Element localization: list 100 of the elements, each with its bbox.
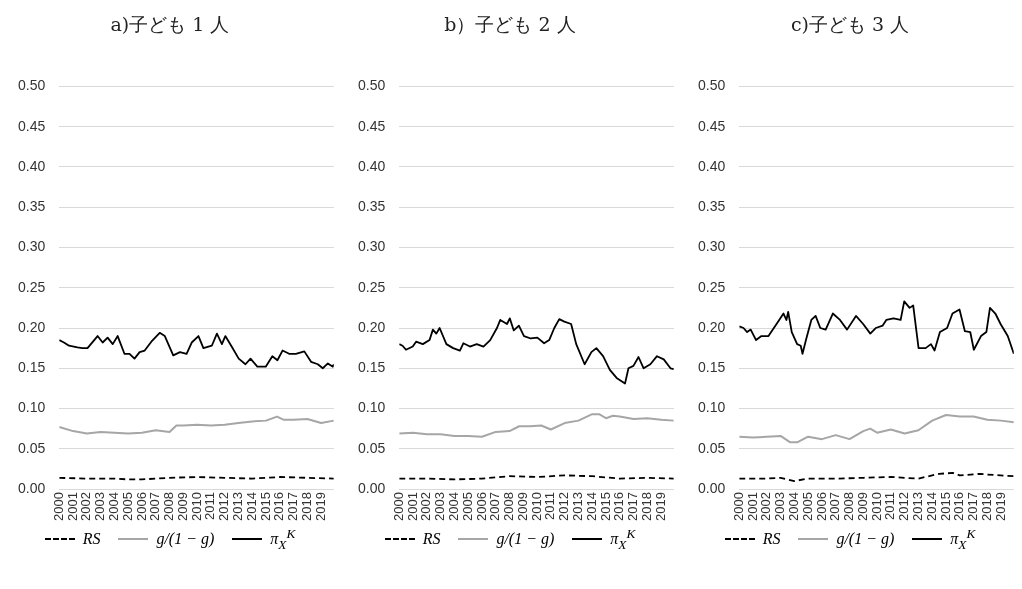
y-tick-label: 0.25 xyxy=(358,278,386,295)
x-tick-label: 2017 xyxy=(625,492,641,521)
y-tick-label: 0.20 xyxy=(698,318,726,335)
x-tick-label: 2012 xyxy=(896,492,912,521)
legend-label: g/(1 − g) xyxy=(496,530,555,549)
y-tick-label: 0.05 xyxy=(18,439,46,456)
x-tick-label: 2005 xyxy=(459,492,475,521)
x-tick-label: 2012 xyxy=(556,492,572,521)
y-tick-label: 0.45 xyxy=(698,117,726,134)
y-tick-label: 0.30 xyxy=(698,238,726,255)
chart-title: a)子ども 1 人 xyxy=(109,12,231,37)
y-tick-label: 0.45 xyxy=(358,117,386,134)
y-tick-label: 0.50 xyxy=(698,77,726,94)
y-tick-label: 0.00 xyxy=(698,479,726,496)
y-tick-label: 0.30 xyxy=(358,238,386,255)
x-tick-label: 2010 xyxy=(188,492,204,521)
y-tick-label: 0.40 xyxy=(18,157,46,174)
y-tick-label: 0.40 xyxy=(358,157,386,174)
x-tick-label: 2000 xyxy=(50,492,66,521)
x-tick-label: 2003 xyxy=(432,492,448,521)
legend-label: RS xyxy=(422,530,441,549)
x-tick-label: 2004 xyxy=(785,492,801,521)
x-tick-label: 2007 xyxy=(827,492,843,521)
y-tick-label: 0.50 xyxy=(18,77,46,94)
x-tick-label: 2008 xyxy=(501,492,517,521)
x-tick-label: 2004 xyxy=(105,492,121,521)
x-tick-label: 2015 xyxy=(937,492,953,521)
x-tick-label: 2016 xyxy=(951,492,967,521)
x-tick-label: 2016 xyxy=(611,492,627,521)
y-tick-label: 0.20 xyxy=(358,318,386,335)
y-tick-label: 0.40 xyxy=(698,157,726,174)
chart-title: c)子ども 3 人 xyxy=(789,12,911,37)
x-tick-label: 2006 xyxy=(473,492,489,521)
x-tick-label: 2005 xyxy=(799,492,815,521)
x-tick-label: 2010 xyxy=(868,492,884,521)
x-tick-label: 2003 xyxy=(772,492,788,521)
x-tick-label: 2019 xyxy=(652,492,668,521)
y-tick-label: 0.00 xyxy=(358,479,386,496)
y-tick-label: 0.10 xyxy=(358,399,386,416)
x-tick-label: 2007 xyxy=(487,492,503,521)
x-tick-label: 2009 xyxy=(174,492,190,521)
x-tick-label: 2002 xyxy=(78,492,94,521)
x-tick-label: 2011 xyxy=(202,492,218,521)
y-tick-label: 0.10 xyxy=(18,399,46,416)
line-series xyxy=(739,472,1014,482)
x-tick-label: 2004 xyxy=(445,492,461,521)
x-tick-label: 2002 xyxy=(758,492,774,521)
x-tick-label: 2008 xyxy=(161,492,177,521)
x-tick-label: 2019 xyxy=(312,492,328,521)
x-tick-label: 2017 xyxy=(965,492,981,521)
y-tick-label: 0.30 xyxy=(18,238,46,255)
x-tick-label: 2011 xyxy=(882,492,898,521)
legend-label: RS xyxy=(762,530,781,549)
x-tick-label: 2001 xyxy=(744,492,760,521)
x-tick-label: 2013 xyxy=(230,492,245,521)
x-tick-label: 2003 xyxy=(92,492,108,521)
x-tick-label: 2018 xyxy=(298,492,314,521)
y-tick-label: 0.10 xyxy=(698,399,726,416)
y-tick-label: 0.50 xyxy=(358,77,386,94)
x-tick-label: 2000 xyxy=(730,492,746,521)
x-tick-label: 2008 xyxy=(841,492,857,521)
x-tick-label: 2009 xyxy=(514,492,530,521)
x-tick-label: 2013 xyxy=(910,492,925,521)
x-tick-label: 2017 xyxy=(285,492,301,521)
x-tick-label: 2014 xyxy=(583,492,599,521)
x-tick-label: 2013 xyxy=(570,492,585,521)
y-tick-label: 0.20 xyxy=(18,318,46,335)
x-tick-label: 2018 xyxy=(978,492,994,521)
y-tick-label: 0.15 xyxy=(18,359,46,376)
legend-label: g/(1 − g) xyxy=(156,530,215,549)
y-tick-label: 0.05 xyxy=(358,439,386,456)
y-tick-label: 0.15 xyxy=(358,359,386,376)
x-tick-label: 2015 xyxy=(597,492,613,521)
x-tick-label: 2010 xyxy=(528,492,544,521)
legend-label: g/(1 − g) xyxy=(836,530,895,549)
y-tick-label: 0.05 xyxy=(698,439,726,456)
x-tick-label: 2006 xyxy=(813,492,829,521)
y-tick-label: 0.35 xyxy=(18,198,46,215)
legend-label: RS xyxy=(82,530,101,549)
x-tick-label: 2007 xyxy=(147,492,163,521)
x-tick-label: 2018 xyxy=(638,492,654,521)
x-tick-label: 2001 xyxy=(64,492,80,521)
y-tick-label: 0.00 xyxy=(18,479,46,496)
y-tick-label: 0.25 xyxy=(698,278,726,295)
x-tick-label: 2016 xyxy=(271,492,287,521)
x-tick-label: 2011 xyxy=(542,492,558,521)
x-tick-label: 2019 xyxy=(992,492,1008,521)
x-tick-label: 2002 xyxy=(418,492,434,521)
x-tick-label: 2005 xyxy=(119,492,135,521)
y-tick-label: 0.25 xyxy=(18,278,46,295)
x-tick-label: 2001 xyxy=(404,492,420,521)
x-tick-label: 2006 xyxy=(133,492,149,521)
y-tick-label: 0.35 xyxy=(698,198,726,215)
x-tick-label: 2012 xyxy=(216,492,232,521)
x-tick-label: 2009 xyxy=(854,492,870,521)
y-tick-label: 0.35 xyxy=(358,198,386,215)
y-tick-label: 0.45 xyxy=(18,117,46,134)
chart-title: b）子ども 2 人 xyxy=(443,12,577,37)
x-tick-label: 2014 xyxy=(243,492,259,521)
x-tick-label: 2014 xyxy=(923,492,939,521)
